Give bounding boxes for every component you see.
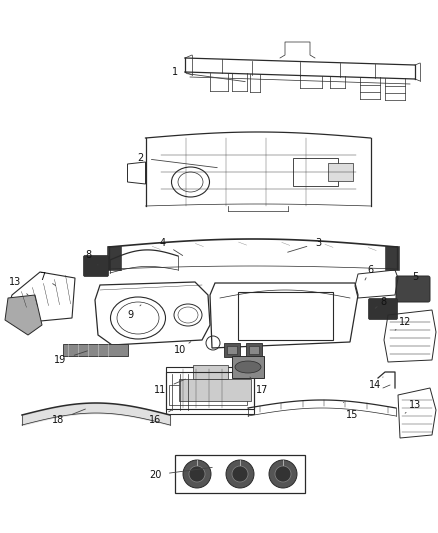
- Text: 11: 11: [154, 379, 185, 395]
- Bar: [192, 365, 227, 379]
- Polygon shape: [107, 246, 121, 270]
- Circle shape: [232, 466, 248, 482]
- Ellipse shape: [235, 361, 261, 373]
- Text: 8: 8: [85, 250, 98, 265]
- Bar: [63, 344, 127, 356]
- Text: 12: 12: [395, 317, 411, 330]
- Circle shape: [189, 466, 205, 482]
- FancyBboxPatch shape: [84, 255, 109, 277]
- Text: 7: 7: [39, 272, 56, 286]
- Text: 10: 10: [174, 342, 191, 355]
- Text: 19: 19: [54, 351, 87, 365]
- Bar: [224, 343, 240, 357]
- Text: 1: 1: [172, 67, 245, 82]
- Bar: [246, 343, 262, 357]
- Polygon shape: [385, 246, 399, 270]
- Bar: [328, 163, 353, 181]
- Text: 13: 13: [9, 277, 28, 295]
- Bar: [175, 455, 305, 493]
- Text: 9: 9: [127, 305, 141, 320]
- Text: 8: 8: [375, 297, 386, 308]
- Bar: [166, 367, 254, 409]
- Text: 17: 17: [250, 377, 268, 395]
- Text: 20: 20: [149, 467, 212, 480]
- Circle shape: [275, 466, 291, 482]
- Text: 2: 2: [137, 153, 217, 168]
- Bar: [249, 346, 259, 354]
- Circle shape: [226, 460, 254, 488]
- Text: 16: 16: [149, 409, 173, 425]
- Bar: [232, 356, 264, 378]
- Text: 18: 18: [52, 409, 85, 425]
- Text: 3: 3: [288, 238, 321, 252]
- Bar: [227, 346, 237, 354]
- Text: 6: 6: [365, 265, 373, 280]
- Text: 4: 4: [160, 238, 183, 255]
- Bar: [293, 158, 338, 186]
- Text: 14: 14: [369, 377, 383, 390]
- Bar: [166, 372, 254, 414]
- FancyBboxPatch shape: [396, 276, 430, 302]
- Bar: [179, 379, 251, 401]
- Circle shape: [183, 460, 211, 488]
- Text: 5: 5: [404, 272, 418, 288]
- Text: 15: 15: [343, 402, 358, 420]
- Bar: [237, 292, 332, 340]
- Bar: [169, 385, 247, 405]
- FancyBboxPatch shape: [368, 298, 398, 319]
- Polygon shape: [5, 295, 42, 335]
- Text: 13: 13: [405, 400, 421, 413]
- Circle shape: [269, 460, 297, 488]
